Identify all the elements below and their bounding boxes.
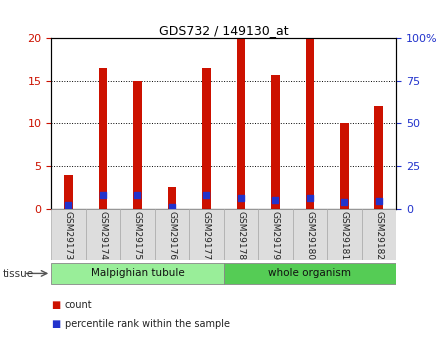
Point — [134, 193, 141, 198]
Text: GSM29180: GSM29180 — [305, 211, 314, 260]
FancyBboxPatch shape — [155, 209, 189, 260]
Text: GSM29182: GSM29182 — [374, 211, 383, 260]
Point — [203, 192, 210, 198]
FancyBboxPatch shape — [224, 263, 396, 284]
Text: GSM29177: GSM29177 — [202, 211, 211, 260]
FancyBboxPatch shape — [189, 209, 224, 260]
Text: GSM29176: GSM29176 — [167, 211, 176, 260]
Point — [341, 199, 348, 205]
Point — [99, 192, 106, 198]
Bar — [133, 81, 142, 209]
Bar — [271, 75, 279, 209]
Text: percentile rank within the sample: percentile rank within the sample — [65, 319, 230, 328]
Text: GSM29174: GSM29174 — [98, 211, 107, 260]
Bar — [64, 175, 73, 209]
Point — [306, 196, 313, 201]
Point — [168, 204, 175, 210]
Point — [237, 195, 244, 201]
Point — [65, 202, 72, 208]
Title: GDS732 / 149130_at: GDS732 / 149130_at — [159, 24, 288, 37]
FancyBboxPatch shape — [86, 209, 120, 260]
Text: GSM29181: GSM29181 — [340, 211, 349, 260]
Bar — [375, 106, 383, 209]
Point — [272, 197, 279, 203]
Text: GSM29173: GSM29173 — [64, 211, 73, 260]
Bar — [168, 187, 176, 209]
Bar — [340, 123, 348, 209]
Text: Malpighian tubule: Malpighian tubule — [90, 268, 184, 278]
FancyBboxPatch shape — [327, 209, 362, 260]
FancyBboxPatch shape — [224, 209, 258, 260]
FancyBboxPatch shape — [51, 263, 224, 284]
Bar — [237, 38, 245, 209]
FancyBboxPatch shape — [293, 209, 327, 260]
Text: tissue: tissue — [2, 269, 33, 278]
Bar — [99, 68, 107, 209]
Text: whole organism: whole organism — [268, 268, 352, 278]
Text: GSM29175: GSM29175 — [133, 211, 142, 260]
FancyBboxPatch shape — [258, 209, 293, 260]
Text: ■: ■ — [51, 300, 61, 310]
Bar — [306, 38, 314, 209]
FancyBboxPatch shape — [362, 209, 396, 260]
Text: count: count — [65, 300, 92, 310]
Text: GSM29179: GSM29179 — [271, 211, 280, 260]
FancyBboxPatch shape — [120, 209, 155, 260]
FancyBboxPatch shape — [51, 209, 86, 260]
Bar — [202, 68, 210, 209]
Text: ■: ■ — [51, 319, 61, 328]
Point — [375, 198, 382, 204]
Text: GSM29178: GSM29178 — [236, 211, 245, 260]
